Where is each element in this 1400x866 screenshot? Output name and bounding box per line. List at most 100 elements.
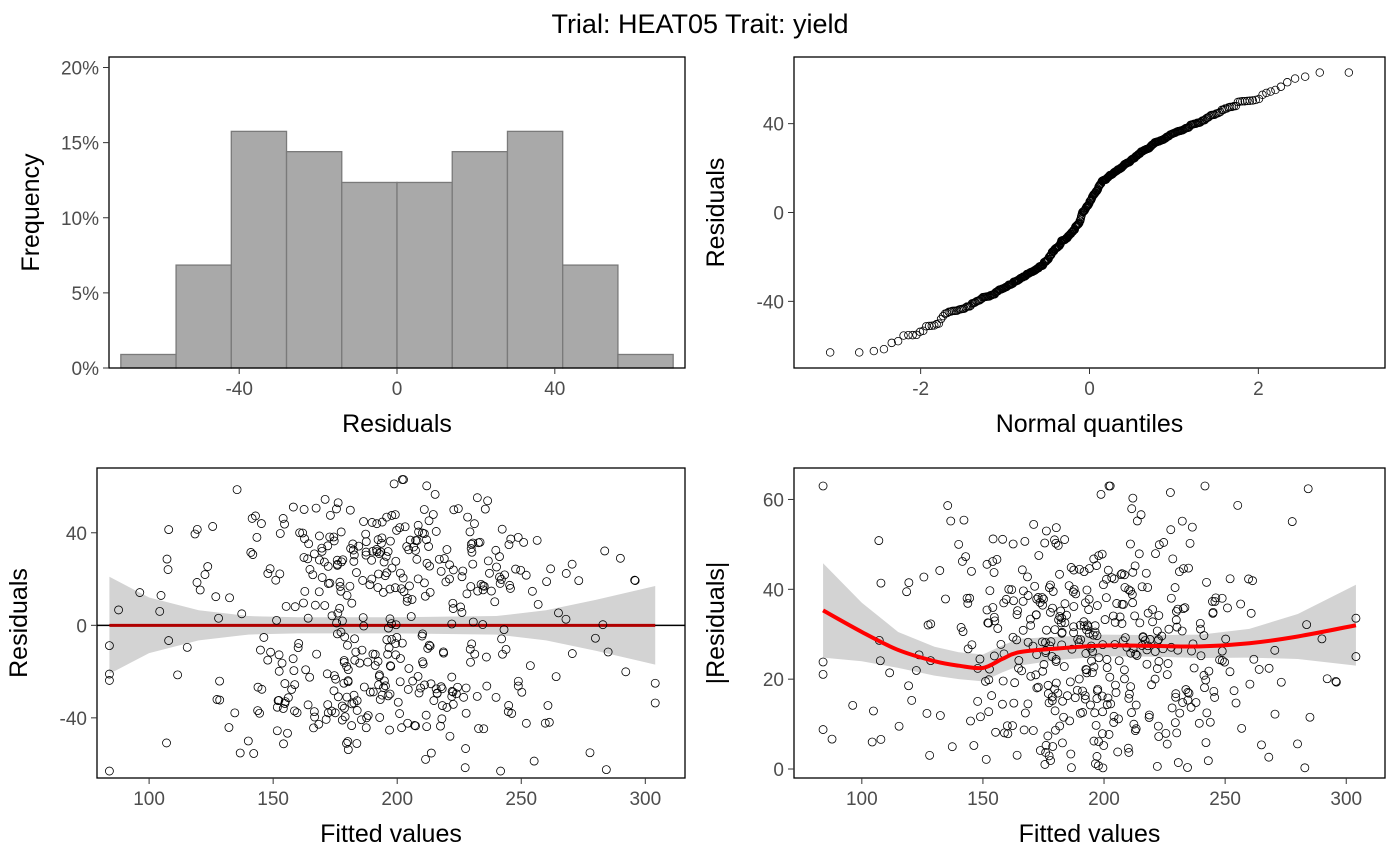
residual-point bbox=[603, 647, 613, 657]
abs-residual-point bbox=[1177, 516, 1187, 526]
abs-residual-point bbox=[1159, 538, 1169, 547]
abs-residual-point bbox=[1130, 726, 1140, 736]
residual-point bbox=[505, 580, 515, 590]
residual-point bbox=[342, 590, 352, 600]
abs-residual-point bbox=[1037, 637, 1047, 647]
abs-residual-point bbox=[1111, 680, 1120, 690]
y-axis-label: Residuals bbox=[702, 158, 730, 268]
abs-residual-point bbox=[876, 734, 886, 744]
residual-point bbox=[426, 679, 436, 689]
x-tick-label: 200 bbox=[1088, 789, 1120, 810]
abs-residual-point bbox=[1060, 599, 1070, 609]
residual-point bbox=[155, 606, 165, 616]
residual-point bbox=[375, 713, 385, 722]
abs-residual-point bbox=[935, 566, 945, 575]
residual-point bbox=[374, 569, 383, 579]
residual-point bbox=[309, 549, 319, 559]
abs-residual-point bbox=[1094, 737, 1104, 747]
residual-point bbox=[275, 529, 285, 538]
abs-residual-point bbox=[1144, 713, 1154, 722]
abs-residual-point bbox=[1097, 549, 1107, 559]
abs-residual-point bbox=[885, 668, 895, 678]
abs-residual-point bbox=[1055, 721, 1065, 731]
residual-point bbox=[395, 677, 405, 687]
residual-point bbox=[190, 529, 200, 539]
abs-residual-point bbox=[1303, 484, 1313, 494]
abs-residual-point bbox=[946, 516, 956, 526]
histogram-bar bbox=[341, 181, 398, 369]
residual-point bbox=[203, 562, 213, 571]
residual-point bbox=[368, 649, 378, 659]
abs-residual-point bbox=[1152, 626, 1162, 636]
abs-residual-point bbox=[1012, 610, 1022, 619]
y-tick-label: 40 bbox=[763, 115, 784, 136]
residual-point bbox=[485, 568, 494, 578]
residual-point bbox=[404, 664, 414, 673]
residual-point bbox=[447, 691, 457, 701]
abs-residual-point bbox=[1092, 752, 1102, 761]
abs-residual-point bbox=[904, 578, 914, 588]
x-tick-label: 40 bbox=[544, 379, 565, 400]
abs-residual-point bbox=[1031, 610, 1041, 620]
residual-point bbox=[237, 609, 247, 619]
residual-point bbox=[348, 545, 358, 555]
abs-residual-point bbox=[1189, 663, 1199, 673]
residual-point bbox=[422, 722, 432, 732]
abs-residual-point bbox=[1082, 585, 1092, 595]
abs-residual-point bbox=[1167, 703, 1177, 713]
qq-point bbox=[855, 348, 864, 357]
residual-point bbox=[338, 555, 348, 565]
abs-residual-point bbox=[894, 721, 904, 731]
residual-point bbox=[466, 544, 476, 553]
abs-residual-point bbox=[1132, 651, 1142, 660]
residual-point bbox=[389, 479, 399, 489]
abs-residual-point bbox=[904, 681, 913, 691]
abs-residual-point bbox=[1020, 708, 1030, 718]
residual-point bbox=[453, 504, 463, 514]
residual-point bbox=[456, 602, 465, 612]
residual-point bbox=[246, 548, 256, 557]
abs-residual-point bbox=[1317, 634, 1327, 644]
residual-point bbox=[335, 577, 345, 587]
abs-residual-point bbox=[848, 700, 858, 710]
qq-point bbox=[887, 338, 896, 348]
abs-residual-point bbox=[902, 587, 912, 597]
residual-point bbox=[343, 665, 353, 674]
abs-residual-point bbox=[992, 555, 1002, 564]
abs-residual-point bbox=[827, 734, 837, 744]
residual-point bbox=[340, 703, 349, 713]
residual-point bbox=[327, 706, 337, 716]
residual-point bbox=[423, 643, 433, 653]
x-axis-label: Fitted values bbox=[320, 820, 462, 848]
qq-point bbox=[904, 330, 913, 340]
residual-point bbox=[164, 525, 174, 534]
abs-residuals-frame bbox=[793, 467, 1386, 779]
residual-point bbox=[367, 518, 377, 527]
residual-point bbox=[320, 601, 330, 610]
abs-residual-point bbox=[1127, 504, 1137, 514]
residual-point bbox=[367, 555, 376, 565]
residual-point bbox=[419, 505, 429, 514]
abs-residual-point bbox=[919, 572, 929, 582]
abs-residual-point bbox=[993, 624, 1003, 633]
abs-residual-point bbox=[1070, 693, 1080, 703]
residual-point bbox=[352, 696, 362, 706]
residual-point bbox=[280, 679, 290, 688]
abs-residual-point bbox=[1017, 565, 1027, 575]
abs-residual-point bbox=[1029, 520, 1039, 529]
residual-point bbox=[303, 613, 313, 623]
abs-residual-point bbox=[1092, 601, 1102, 610]
histogram-bar bbox=[396, 181, 453, 369]
abs-residual-point bbox=[1113, 747, 1123, 757]
abs-residual-point bbox=[1030, 581, 1040, 591]
residual-point bbox=[436, 721, 445, 731]
residual-point bbox=[305, 565, 315, 574]
abs-residual-point bbox=[1050, 706, 1060, 716]
residual-point bbox=[402, 542, 412, 551]
abs-residual-point bbox=[1186, 702, 1196, 712]
abs-residual-point bbox=[1066, 763, 1076, 773]
residual-point bbox=[448, 699, 458, 709]
histogram-bar bbox=[120, 353, 177, 369]
residual-point bbox=[279, 739, 288, 749]
abs-residual-point bbox=[1171, 615, 1181, 625]
